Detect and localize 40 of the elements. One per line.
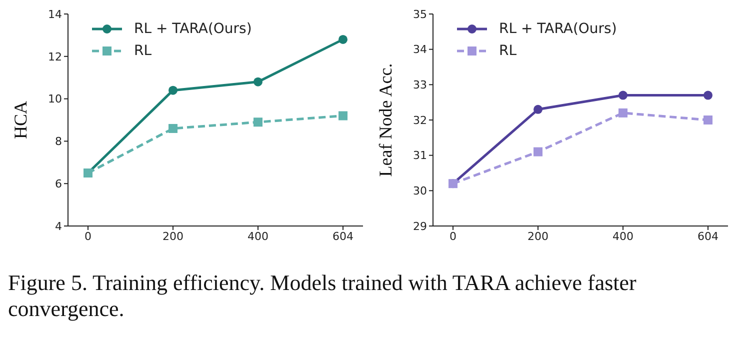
point [338, 34, 348, 44]
y-tick-label: 31 [413, 149, 427, 162]
x-tick-label: 200 [162, 230, 184, 243]
y-tick-label: 10 [48, 92, 62, 106]
y-tick-label: 12 [48, 50, 62, 64]
y-tick-label: 4 [55, 220, 62, 233]
y-axis-title: HCA [10, 100, 30, 140]
y-axis-title: Leaf Node Acc. [375, 63, 396, 177]
legend-label: RL [499, 43, 517, 59]
point [704, 90, 712, 100]
point [338, 111, 348, 120]
x-tick-label: 604 [332, 230, 354, 243]
y-tick-label: 30 [413, 184, 427, 198]
caption: Figure 5. Training efficiency. Models trained with TARA achieve faster convergence. [8, 270, 638, 322]
y-tick-label: 35 [413, 8, 427, 21]
legend-label: RL + TARA(Ours) [134, 21, 252, 37]
y-tick-label: 33 [413, 78, 427, 92]
y-tick-label: 32 [413, 114, 427, 127]
x-tick-label: 0 [450, 230, 456, 243]
point [168, 86, 178, 95]
y-tick-label: 6 [55, 178, 62, 191]
x-tick-label: 200 [528, 230, 548, 243]
x-tick-label: 400 [248, 230, 268, 243]
point [534, 104, 542, 114]
legend-label: RL + TARA(Ours) [499, 21, 617, 37]
point [254, 118, 262, 127]
y-tick-label: 29 [413, 220, 427, 233]
y-tick-label: 34 [413, 43, 427, 56]
point [254, 77, 262, 86]
point [618, 90, 628, 100]
y-tick-label: 8 [55, 135, 62, 148]
point [168, 124, 178, 133]
x-tick-label: 0 [84, 230, 92, 243]
point [704, 116, 712, 124]
y-tick-label: 14 [48, 8, 62, 21]
x-tick-label: 604 [698, 230, 718, 243]
x-tick-label: 400 [612, 230, 634, 243]
point [534, 147, 542, 156]
legend-label: RL [134, 43, 152, 59]
point [618, 108, 628, 118]
